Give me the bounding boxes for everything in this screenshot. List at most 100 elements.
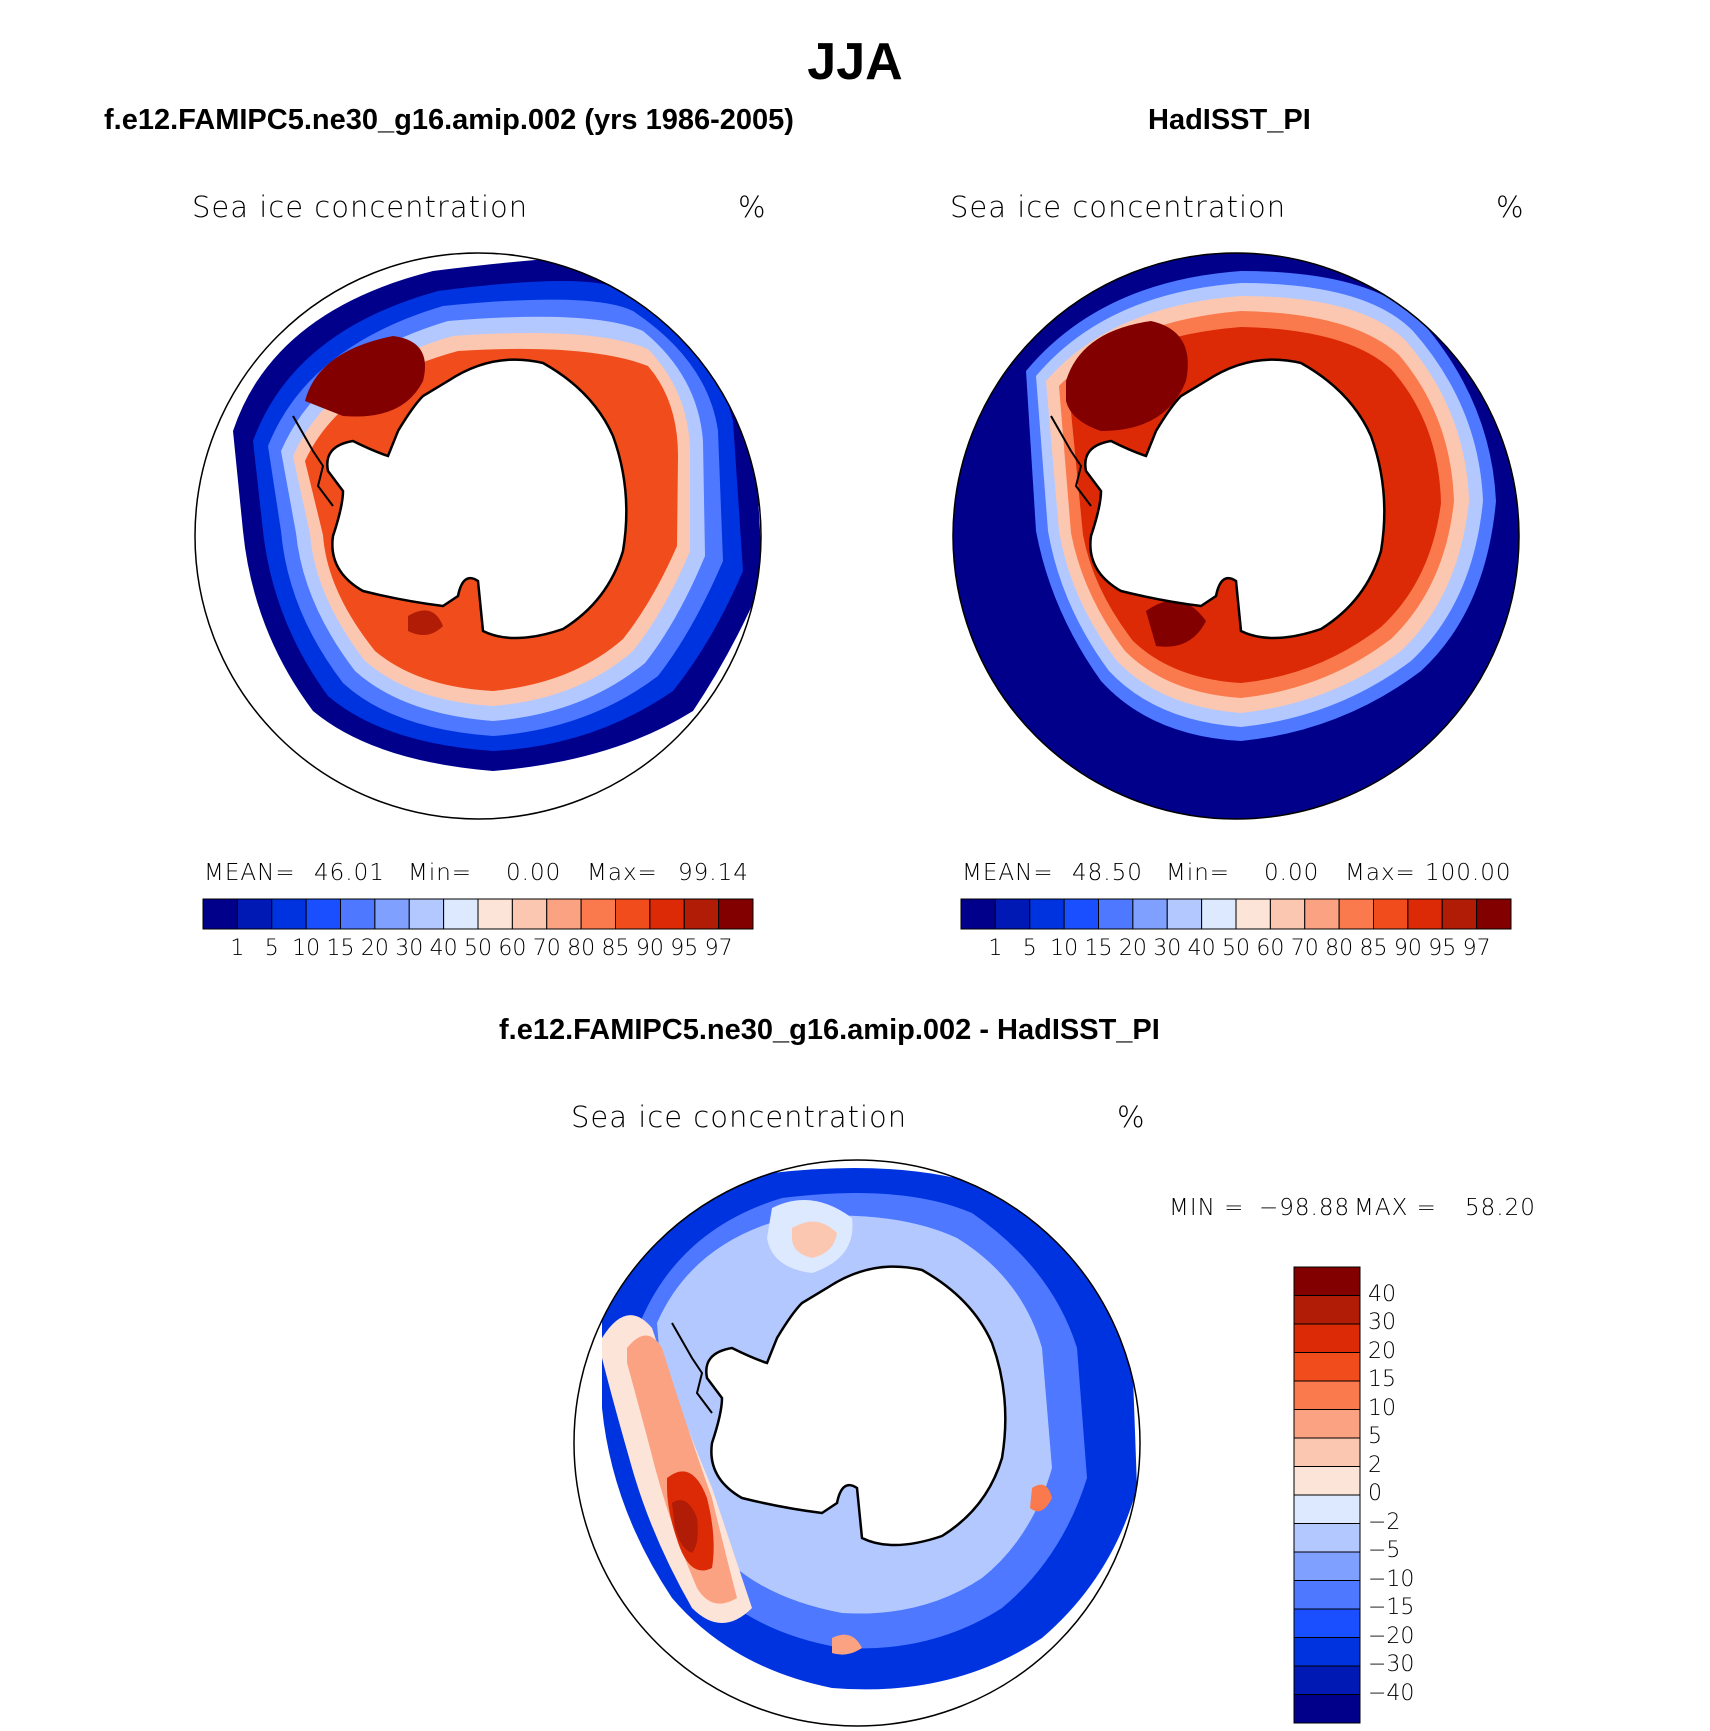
- colorbar-tick-label: 20: [1118, 936, 1147, 961]
- colorbar-swatch: [1029, 898, 1065, 930]
- colorbar-tick-label: −30: [1368, 1652, 1415, 1677]
- colorbar-tick-label: 10: [1050, 936, 1079, 961]
- colorbar-tick-label: 2: [1368, 1452, 1382, 1478]
- panel1-colorbar-labels: 1 5 10 15 20 30 40 50 60 70 80 85 90 95 97: [203, 936, 753, 964]
- colorbar-swatch: [1293, 1437, 1361, 1467]
- panel3-max-value: 58.20: [1465, 1195, 1536, 1221]
- colorbar-tick-label: 80: [567, 936, 596, 961]
- panel2-field: [953, 253, 1519, 819]
- colorbar-swatch: [546, 898, 582, 930]
- panel1-variable-label: Sea ice concentration: [192, 190, 529, 224]
- panel3-max-label: MAX =: [1354, 1195, 1437, 1221]
- colorbar-tick-label: −10: [1368, 1566, 1415, 1592]
- panel2-max-label: Max=: [1345, 860, 1416, 886]
- colorbar-swatch: [1293, 1580, 1361, 1610]
- colorbar-swatch: [1293, 1380, 1361, 1410]
- colorbar-tick-label: 5: [1022, 936, 1037, 961]
- colorbar-swatch: [615, 898, 651, 930]
- colorbar-swatch: [374, 898, 410, 930]
- panel2-units-label: %: [1496, 190, 1525, 224]
- colorbar-tick-label: 20: [360, 936, 389, 961]
- colorbar-tick-label: −20: [1368, 1623, 1415, 1649]
- colorbar-tick-label: 10: [292, 936, 321, 961]
- panel2-mean-value: 48.50: [1072, 860, 1143, 886]
- panel1-max-label: Max=: [587, 860, 658, 886]
- colorbar-swatch: [1407, 898, 1443, 930]
- panel3-field: [602, 1168, 1137, 1690]
- colorbar-tick-label: 60: [498, 936, 527, 961]
- colorbar-swatch: [1293, 1665, 1361, 1695]
- panel3-colorbar: [1293, 1266, 1361, 1724]
- colorbar-tick-label: 5: [1368, 1424, 1382, 1449]
- colorbar-tick-label: −2: [1368, 1509, 1401, 1535]
- colorbar-swatch: [1293, 1551, 1361, 1581]
- panel3-units-label: %: [1117, 1100, 1146, 1134]
- colorbar-swatch: [1293, 1494, 1361, 1524]
- panel2-variable-label: Sea ice concentration: [950, 190, 1287, 224]
- colorbar-tick-label: 30: [1153, 936, 1182, 961]
- panel2-colorbar: [960, 898, 1512, 930]
- colorbar-swatch: [1293, 1694, 1361, 1724]
- panel1-field: [233, 257, 761, 771]
- colorbar-tick-label: 60: [1256, 936, 1285, 961]
- colorbar-tick-label: 30: [395, 936, 424, 961]
- colorbar-swatch: [1293, 1608, 1361, 1638]
- colorbar-swatch: [1132, 898, 1168, 930]
- panel2-colorbar-labels: 1 5 10 15 20 30 40 50 60 70 80 85 90 95 97: [961, 936, 1511, 964]
- colorbar-tick-label: −5: [1368, 1538, 1401, 1563]
- panel2-min-label: Min=: [1166, 860, 1231, 886]
- colorbar-swatch: [1293, 1466, 1361, 1496]
- colorbar-tick-label: 0: [1368, 1481, 1382, 1506]
- colorbar-swatch: [443, 898, 479, 930]
- panel1-min-value: 0.00: [506, 860, 562, 886]
- colorbar-swatch: [511, 898, 548, 930]
- colorbar-tick-label: 80: [1325, 936, 1354, 961]
- colorbar-tick-label: 95: [1428, 936, 1457, 961]
- colorbar-swatch: [960, 898, 996, 930]
- colorbar-swatch: [718, 898, 754, 930]
- colorbar-swatch: [683, 898, 720, 930]
- colorbar-swatch: [1269, 898, 1306, 930]
- colorbar-swatch: [1166, 898, 1203, 930]
- panel2-map-border: [952, 252, 1520, 820]
- colorbar-swatch: [1293, 1409, 1361, 1439]
- colorbar-tick-label: 85: [601, 936, 630, 961]
- colorbar-swatch: [236, 898, 273, 930]
- colorbar-swatch: [1338, 898, 1374, 930]
- colorbar-tick-label: 70: [532, 936, 561, 961]
- colorbar-swatch: [1441, 898, 1478, 930]
- colorbar-swatch: [1201, 898, 1237, 930]
- colorbar-swatch: [1293, 1266, 1361, 1296]
- colorbar-tick-label: 15: [1084, 936, 1113, 961]
- colorbar-tick-label: 70: [1290, 936, 1319, 961]
- colorbar-tick-label: 90: [635, 936, 664, 961]
- colorbar-tick-label: 90: [1393, 936, 1422, 961]
- panel1-colorbar: [202, 898, 754, 930]
- panel2-min-value: 0.00: [1264, 860, 1320, 886]
- panel2-max-value: 100.00: [1425, 860, 1512, 886]
- colorbar-tick-label: 50: [464, 936, 492, 961]
- panel1-units-label: %: [738, 190, 767, 224]
- panel2-mean-label: MEAN=: [962, 860, 1054, 886]
- colorbar-swatch: [580, 898, 616, 930]
- panel3-title: f.e12.FAMIPC5.ne30_g16.amip.002 - HadISS…: [499, 1014, 1160, 1046]
- panel1-title: f.e12.FAMIPC5.ne30_g16.amip.002 (yrs 198…: [104, 104, 794, 136]
- colorbar-swatch: [1304, 898, 1340, 930]
- panel1-map-border: [194, 252, 762, 820]
- colorbar-tick-label: 95: [670, 936, 699, 961]
- panel1-polar-map: [194, 252, 762, 820]
- colorbar-swatch: [340, 898, 376, 930]
- colorbar-swatch: [1293, 1523, 1361, 1553]
- colorbar-swatch: [1235, 898, 1271, 930]
- colorbar-swatch: [1293, 1637, 1361, 1667]
- colorbar-tick-label: 97: [704, 936, 733, 961]
- panel3-colorbar-labels: 40 30 20 15 10 5 2 0 −2 −5 −10 −15 −20 −30 −40: [1368, 1267, 1448, 1723]
- colorbar-swatch: [1063, 898, 1099, 930]
- panel3-min-label: MIN =: [1169, 1195, 1245, 1221]
- colorbar-tick-label: 1: [230, 936, 245, 961]
- panel1-mean-value: 46.01: [314, 860, 385, 886]
- panel1-max-value: 99.14: [678, 860, 749, 886]
- colorbar-swatch: [271, 898, 307, 930]
- colorbar-swatch: [1293, 1352, 1361, 1382]
- panel3-polar-map: [573, 1159, 1141, 1727]
